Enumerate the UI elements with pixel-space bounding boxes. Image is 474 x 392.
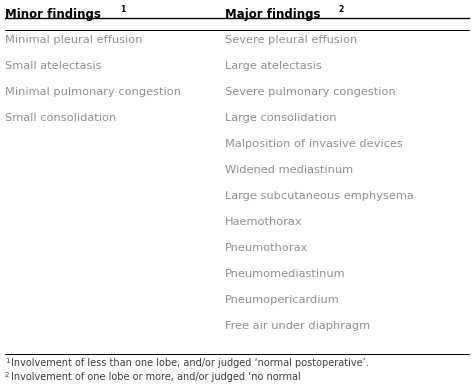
Text: Minimal pulmonary congestion: Minimal pulmonary congestion bbox=[5, 87, 181, 97]
Text: 2: 2 bbox=[338, 5, 343, 14]
Text: Minor findings: Minor findings bbox=[5, 8, 101, 21]
Text: Large consolidation: Large consolidation bbox=[225, 113, 337, 123]
Text: Involvement of less than one lobe, and/or judged ‘normal postoperative’.: Involvement of less than one lobe, and/o… bbox=[11, 358, 369, 368]
Text: Severe pleural effusion: Severe pleural effusion bbox=[225, 35, 357, 45]
Text: Malposition of invasive devices: Malposition of invasive devices bbox=[225, 139, 403, 149]
Text: Small consolidation: Small consolidation bbox=[5, 113, 116, 123]
Text: 1: 1 bbox=[120, 5, 125, 14]
Text: Widened mediastinum: Widened mediastinum bbox=[225, 165, 353, 175]
Text: Pneumothorax: Pneumothorax bbox=[225, 243, 308, 253]
Text: 1: 1 bbox=[5, 358, 9, 364]
Text: 2: 2 bbox=[5, 372, 9, 378]
Text: Pneumopericardium: Pneumopericardium bbox=[225, 295, 340, 305]
Text: Major findings: Major findings bbox=[225, 8, 320, 21]
Text: Free air under diaphragm: Free air under diaphragm bbox=[225, 321, 370, 331]
Text: Minimal pleural effusion: Minimal pleural effusion bbox=[5, 35, 143, 45]
Text: Pneumomediastinum: Pneumomediastinum bbox=[225, 269, 346, 279]
Text: Involvement of one lobe or more, and/or judged ‘no normal: Involvement of one lobe or more, and/or … bbox=[11, 372, 301, 382]
Text: Small atelectasis: Small atelectasis bbox=[5, 61, 101, 71]
Text: Severe pulmonary congestion: Severe pulmonary congestion bbox=[225, 87, 396, 97]
Text: Large atelectasis: Large atelectasis bbox=[225, 61, 322, 71]
Text: Haemothorax: Haemothorax bbox=[225, 217, 302, 227]
Text: Large subcutaneous emphysema: Large subcutaneous emphysema bbox=[225, 191, 414, 201]
